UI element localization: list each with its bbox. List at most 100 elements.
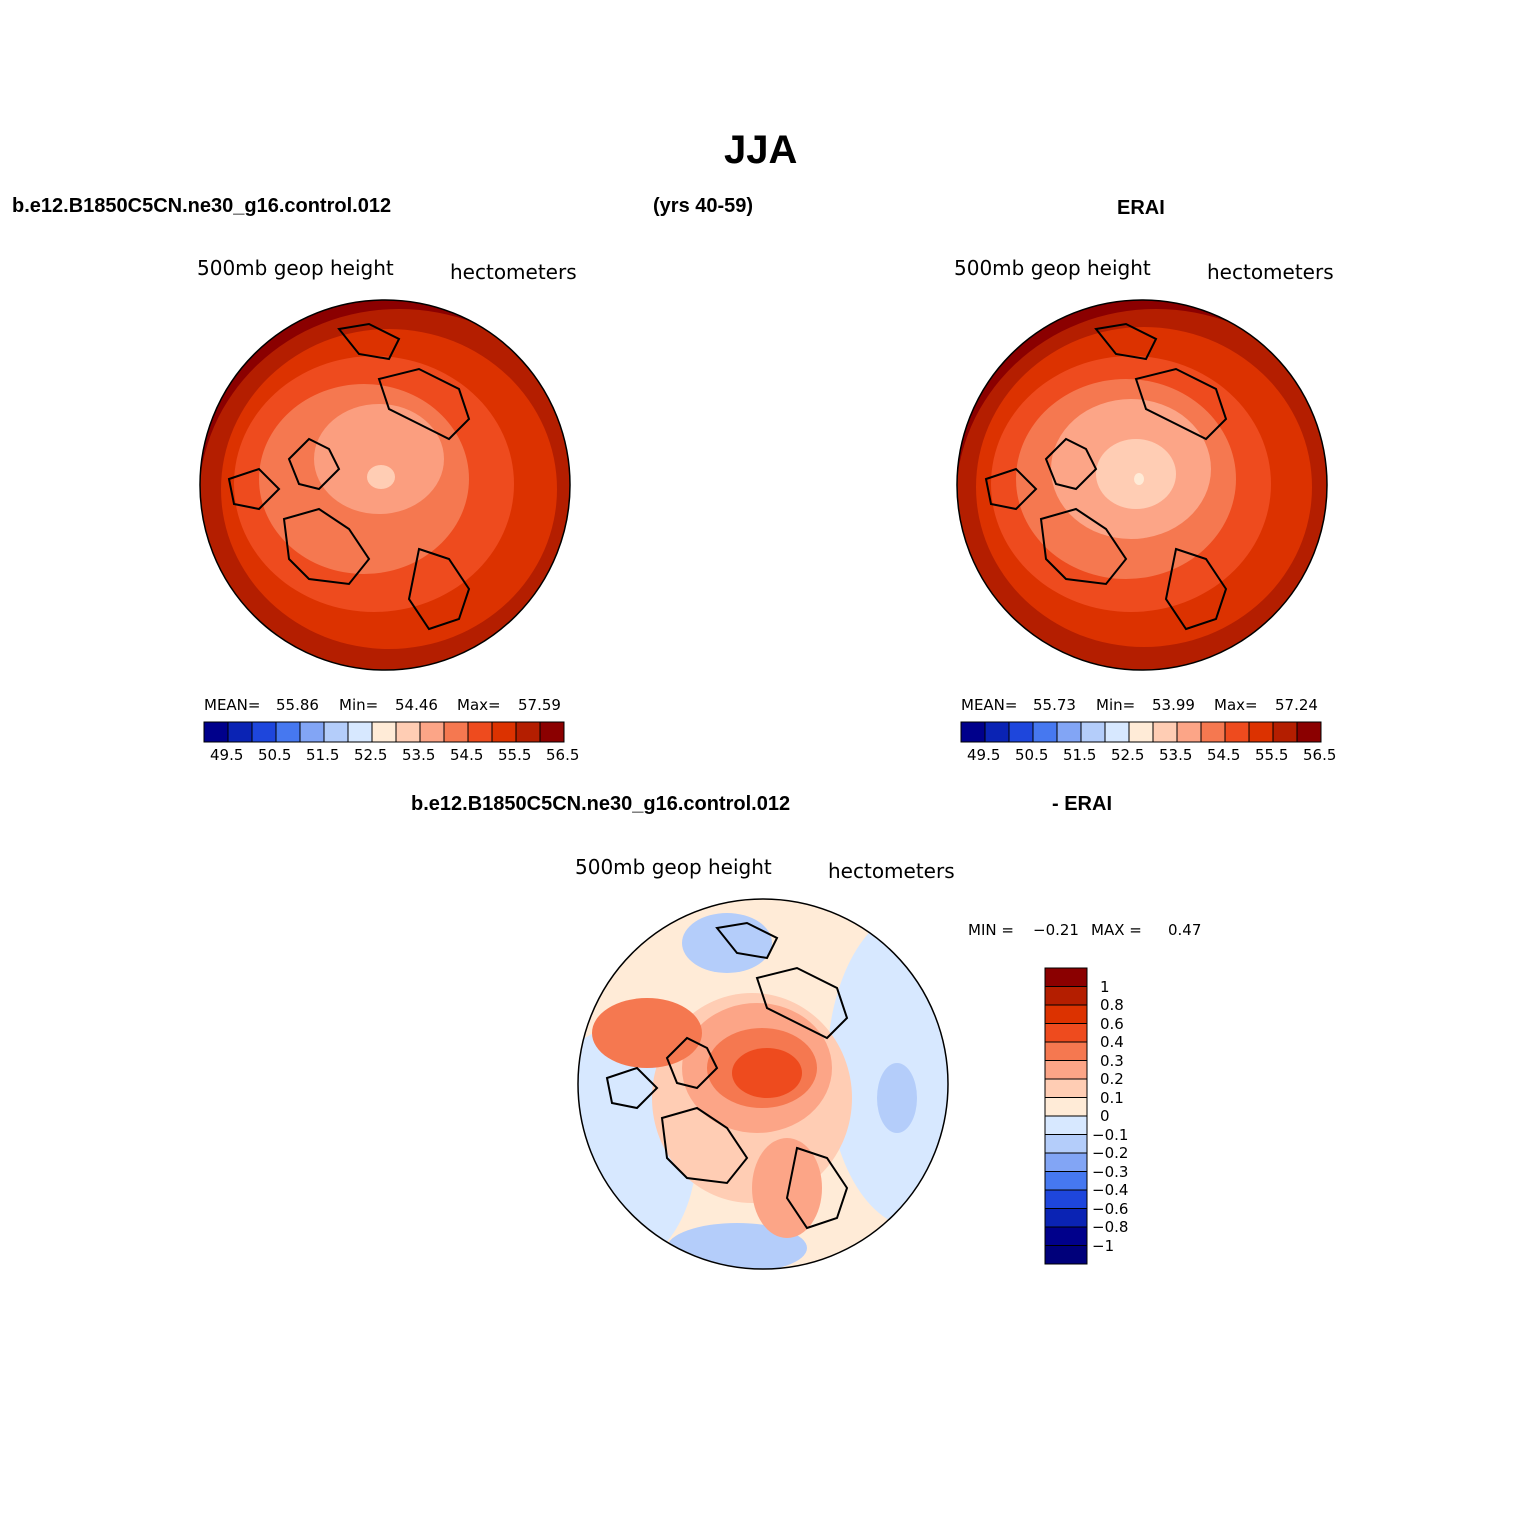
colorbar-tick-label: −0.8	[1092, 1218, 1129, 1236]
colorbar-box	[203, 721, 229, 743]
model-coastlines	[227, 322, 471, 631]
model-min-value: 54.46	[395, 696, 438, 714]
colorbar-box	[1272, 721, 1298, 743]
model-units: hectometers	[450, 260, 577, 284]
colorbar-tick-label: 49.5	[210, 746, 244, 764]
colorbar-box	[371, 721, 397, 743]
obs-variable-title: 500mb geop height	[954, 256, 1151, 280]
model-polar-map	[199, 299, 571, 671]
model-variable-title: 500mb geop height	[197, 256, 394, 280]
colorbar-tick-label: 0.8	[1100, 996, 1124, 1014]
colorbar-tick-label: 51.5	[306, 746, 340, 764]
model-max-value: 57.59	[518, 696, 561, 714]
diff-max-label: MAX =	[1091, 921, 1142, 939]
colorbar-box	[1044, 1134, 1088, 1154]
diff-polar-map	[577, 898, 949, 1270]
obs-max-value: 57.24	[1275, 696, 1318, 714]
colorbar-tick-label: −1	[1092, 1236, 1115, 1255]
colorbar-box	[1044, 1208, 1088, 1228]
colorbar-tick-label: 0	[1100, 1107, 1110, 1125]
colorbar-box	[515, 721, 541, 743]
case-name: b.e12.B1850C5CN.ne30_g16.control.012	[12, 195, 392, 217]
colorbar-tick-label: 50.5	[258, 746, 292, 764]
obs-min-label: Min=	[1096, 696, 1136, 714]
colorbar-box	[1044, 1115, 1088, 1135]
colorbar-tick-label: 0.4	[1100, 1033, 1124, 1051]
colorbar-box	[1056, 721, 1082, 743]
model-mean-label: MEAN=	[204, 696, 261, 714]
colorbar-tick-label: −0.4	[1092, 1181, 1129, 1199]
page-title: JJA	[724, 128, 798, 172]
colorbar-box	[1044, 1171, 1088, 1191]
colorbar-box	[1080, 721, 1106, 743]
obs-colorbar	[960, 721, 1322, 743]
colorbar-box	[1248, 721, 1274, 743]
colorbar-box	[1296, 721, 1322, 743]
colorbar-tick-label: 53.5	[402, 746, 436, 764]
colorbar-box	[275, 721, 301, 743]
colorbar-box	[1200, 721, 1226, 743]
colorbar-box	[984, 721, 1010, 743]
colorbar-tick-label: 50.5	[1015, 746, 1049, 764]
colorbar-box	[1044, 1078, 1088, 1098]
obs-mean-label: MEAN=	[961, 696, 1018, 714]
diff-case-name: b.e12.B1850C5CN.ne30_g16.control.012	[411, 793, 791, 815]
colorbar-box	[1044, 1097, 1088, 1117]
colorbar-box	[1044, 1189, 1088, 1209]
colorbar-tick-label: 0.6	[1100, 1014, 1124, 1033]
model-min-label: Min=	[339, 696, 379, 714]
diff-coastlines	[605, 921, 849, 1230]
model-mean-value: 55.86	[276, 696, 319, 714]
colorbar-box	[539, 721, 565, 743]
colorbar-tick-label: −0.1	[1092, 1125, 1129, 1144]
colorbar-box	[1152, 721, 1178, 743]
obs-units: hectometers	[1207, 260, 1334, 284]
colorbar-tick-label: 52.5	[1111, 746, 1145, 764]
colorbar-tick-label: 52.5	[354, 746, 388, 764]
model-max-label: Max=	[457, 696, 501, 714]
colorbar-box	[395, 721, 421, 743]
colorbar-tick-label: 51.5	[1063, 746, 1097, 764]
colorbar-tick-label: −0.3	[1092, 1162, 1129, 1181]
colorbar-tick-label: −0.6	[1092, 1199, 1129, 1218]
diff-colorbar	[1044, 967, 1088, 1265]
colorbar-box	[1044, 1152, 1088, 1172]
colorbar-tick-label: 56.5	[1303, 746, 1337, 764]
colorbar-box	[1044, 967, 1088, 987]
obs-min-value: 53.99	[1152, 696, 1195, 714]
obs-max-label: Max=	[1214, 696, 1258, 714]
colorbar-tick-label: 54.5	[1207, 746, 1241, 764]
colorbar-tick-label: 49.5	[967, 746, 1001, 764]
colorbar-tick-label: 54.5	[450, 746, 484, 764]
colorbar-tick-label: 0.2	[1100, 1070, 1124, 1088]
colorbar-box	[227, 721, 253, 743]
colorbar-tick-label: 55.5	[498, 746, 532, 764]
colorbar-tick-label: 55.5	[1255, 746, 1289, 764]
diff-obs-name: - ERAI	[1052, 793, 1112, 815]
colorbar-box	[491, 721, 517, 743]
years-label: (yrs 40-59)	[653, 195, 754, 217]
colorbar-box	[1128, 721, 1154, 743]
colorbar-tick-label: 0.1	[1100, 1088, 1124, 1107]
colorbar-box	[1008, 721, 1034, 743]
colorbar-box	[1104, 721, 1130, 743]
colorbar-box	[1044, 1023, 1088, 1043]
colorbar-box	[1044, 1060, 1088, 1080]
diff-min-value: −0.21	[1033, 921, 1079, 939]
colorbar-box	[323, 721, 349, 743]
colorbar-tick-label: 1	[1100, 977, 1110, 996]
colorbar-box	[419, 721, 445, 743]
diff-min-label: MIN =	[968, 921, 1014, 939]
diff-variable-title: 500mb geop height	[575, 855, 772, 879]
colorbar-box	[467, 721, 493, 743]
colorbar-box	[1044, 1004, 1088, 1024]
diff-units: hectometers	[828, 859, 955, 883]
colorbar-box	[251, 721, 277, 743]
colorbar-tick-label: 53.5	[1159, 746, 1193, 764]
colorbar-tick-label: 56.5	[546, 746, 580, 764]
colorbar-box	[960, 721, 986, 743]
colorbar-box	[1044, 1041, 1088, 1061]
colorbar-box	[347, 721, 373, 743]
colorbar-box	[1044, 1245, 1088, 1265]
colorbar-box	[443, 721, 469, 743]
